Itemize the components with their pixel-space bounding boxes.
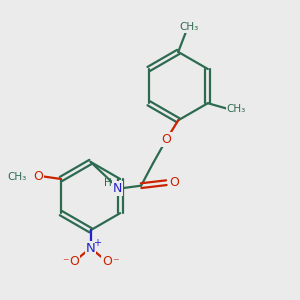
Text: N: N [86, 242, 95, 255]
Text: O: O [34, 169, 44, 182]
Text: +: + [93, 238, 101, 248]
Text: CH₃: CH₃ [8, 172, 27, 182]
Text: CH₃: CH₃ [179, 22, 198, 32]
Text: CH₃: CH₃ [226, 104, 246, 114]
Text: ⁻: ⁻ [112, 256, 119, 269]
Text: O: O [69, 255, 79, 268]
Text: O: O [169, 176, 179, 189]
Text: ⁻: ⁻ [63, 256, 69, 269]
Text: N: N [112, 182, 122, 195]
Text: O: O [161, 133, 171, 146]
Text: H: H [103, 178, 111, 188]
Text: O: O [102, 255, 112, 268]
